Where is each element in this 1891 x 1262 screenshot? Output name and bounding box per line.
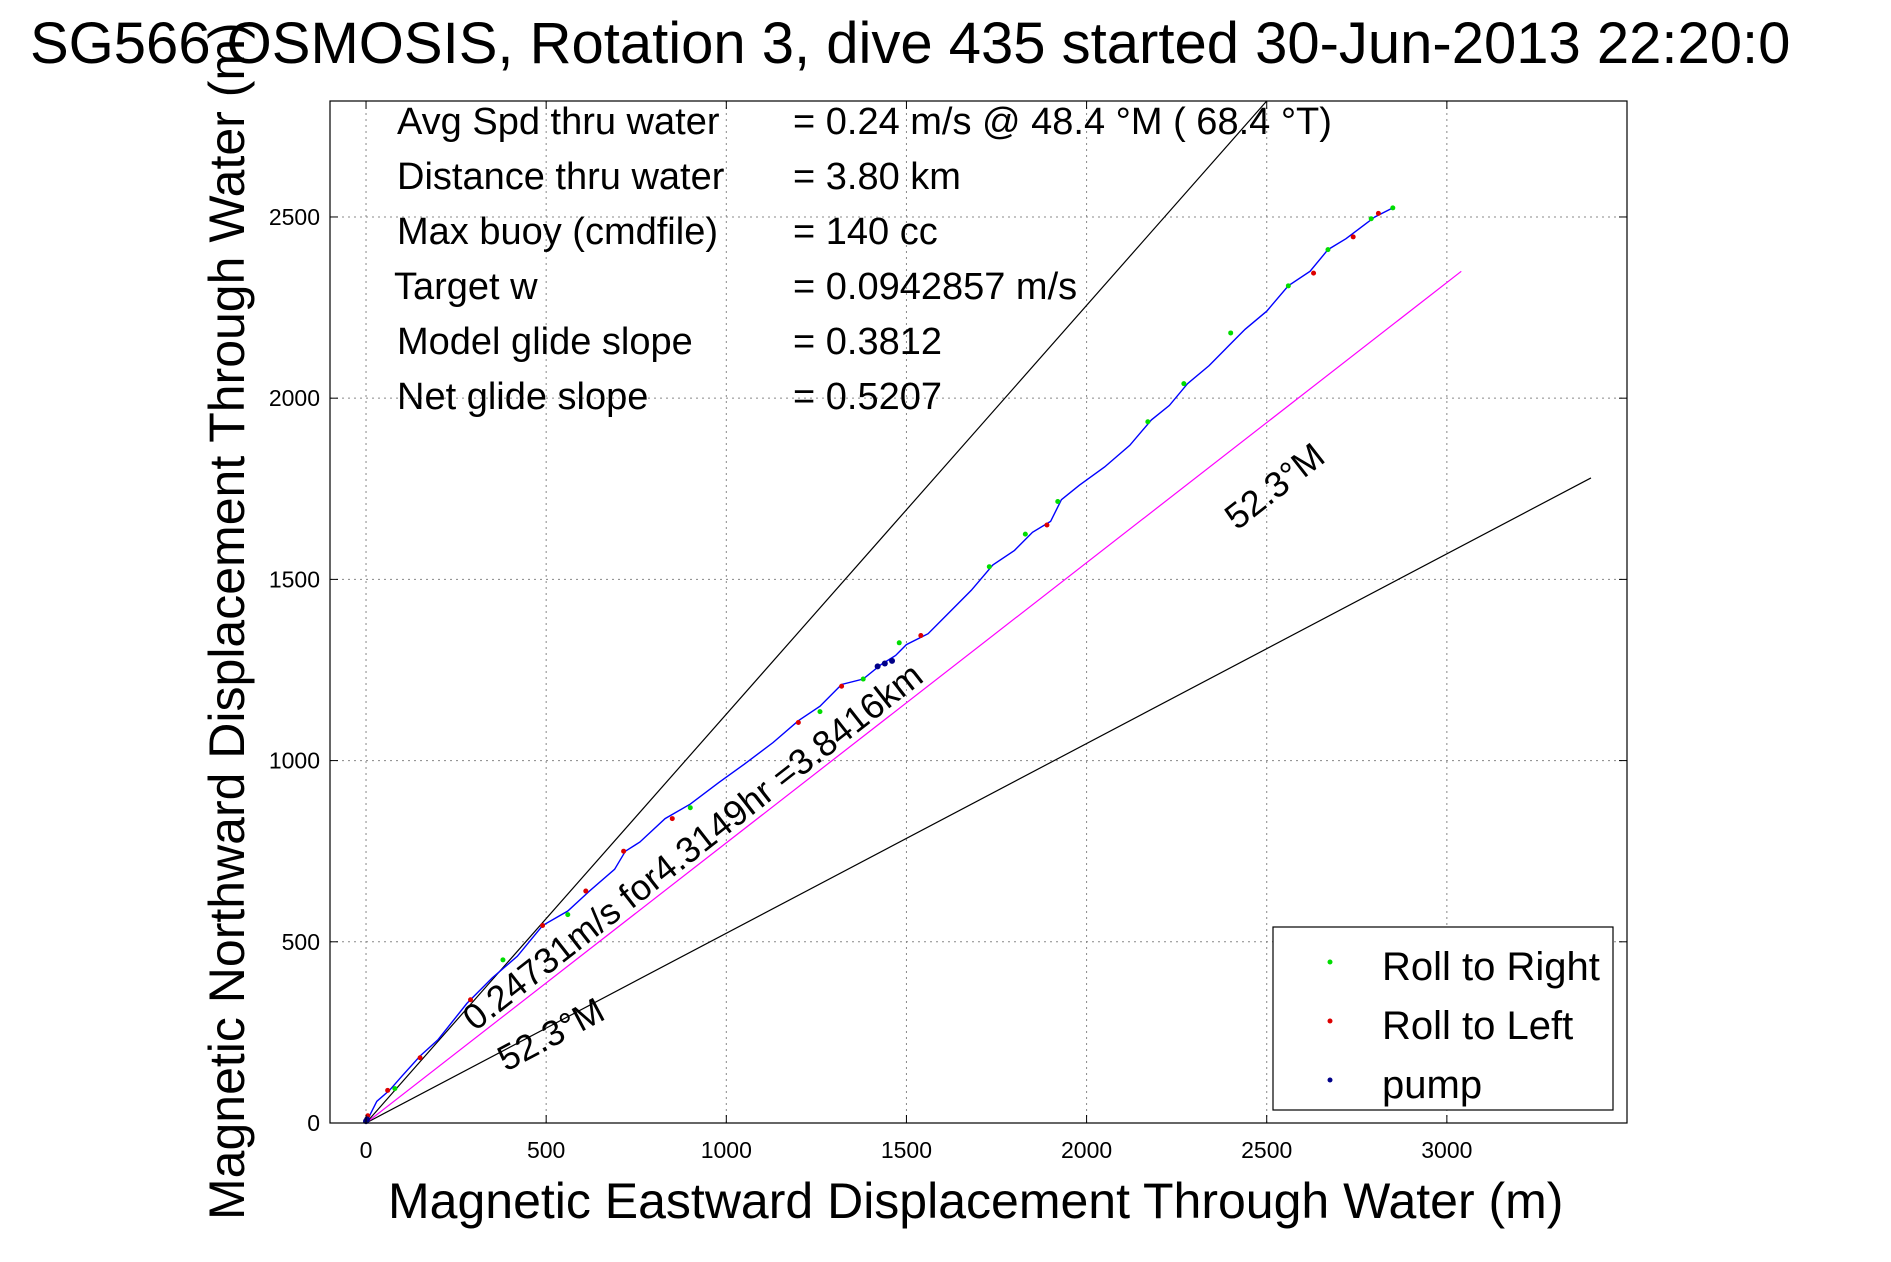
y-tick-label: 1000 (269, 748, 320, 774)
upper-heading-label: 52.3°M (1217, 435, 1332, 538)
stat-value: = 140 cc (793, 211, 938, 253)
point-roll-to-right (687, 805, 693, 811)
point-roll-to-left (417, 1055, 423, 1061)
x-tick-label: 2500 (1241, 1137, 1292, 1163)
reference-line-lower (365, 477, 1592, 1124)
point-roll-to-left (1375, 210, 1381, 216)
point-roll-to-right (500, 957, 506, 963)
point-roll-to-right (1325, 247, 1331, 253)
stat-label: Model glide slope (397, 321, 693, 363)
legend-marker (1327, 959, 1333, 965)
legend: Roll to Right Roll to Left pump (1272, 926, 1614, 1111)
stat-value: = 0.24 m/s @ 48.4 °M ( 68.4 °T) (793, 101, 1332, 143)
legend-marker (1327, 1077, 1333, 1083)
x-tick-label: 500 (527, 1137, 565, 1163)
point-roll-to-right (1055, 498, 1061, 504)
point-roll-to-right (565, 912, 571, 918)
x-tick-label: 1000 (701, 1137, 752, 1163)
x-tick-label: 0 (360, 1137, 373, 1163)
point-roll-to-right (896, 640, 902, 646)
point-pump (881, 660, 888, 667)
stat-label: Distance thru water (397, 156, 725, 198)
stat-value: = 0.5207 (793, 376, 942, 418)
x-tick-label: 2000 (1061, 1137, 1112, 1163)
point-roll-to-left (1044, 522, 1050, 528)
point-roll-to-right (392, 1086, 398, 1092)
y-tick-label: 1500 (269, 566, 320, 592)
point-roll-to-left (1311, 270, 1317, 276)
point-roll-to-right (1022, 531, 1028, 537)
stat-value: = 0.3812 (793, 321, 942, 363)
stat-label: Net glide slope (397, 376, 648, 418)
point-roll-to-left (385, 1087, 391, 1093)
track-line (365, 207, 1394, 1124)
y-tick-label: 0 (307, 1110, 320, 1136)
y-axis-label: Magnetic Northward Displacement Through … (199, 22, 255, 1220)
stat-value: = 3.80 km (793, 156, 961, 198)
legend-entry: Roll to Left (1382, 1004, 1573, 1048)
stats-block: Avg Spd thru water = 0.24 m/s @ 48.4 °M (… (394, 101, 1332, 418)
point-roll-to-right (1390, 205, 1396, 211)
x-axis-label: Magnetic Eastward Displacement Through W… (388, 1173, 1564, 1229)
point-roll-to-right (1145, 419, 1151, 425)
point-roll-to-right (860, 676, 866, 682)
point-roll-to-right (1368, 216, 1374, 222)
point-roll-to-left (918, 633, 924, 639)
reference-line-heading (365, 270, 1462, 1124)
point-roll-to-left (1350, 234, 1356, 240)
y-tick-label: 2500 (269, 204, 320, 230)
course-label: 0.24731m/s for4.3149hr =3.8416km (455, 654, 931, 1038)
stat-label: Avg Spd thru water (397, 101, 720, 143)
point-pump (889, 657, 896, 664)
marker-points (363, 205, 1396, 1125)
point-roll-to-right (1285, 283, 1291, 289)
y-tick-label: 500 (282, 929, 320, 955)
point-pump (364, 1116, 371, 1123)
reference-line-upper (365, 100, 1268, 1124)
point-pump (874, 663, 881, 670)
point-roll-to-right (1228, 330, 1234, 336)
tick-labels: 0 500 1000 1500 2000 2500 3000 0 500 1000 1500 2000… (269, 101, 1627, 1163)
point-roll-to-right (986, 564, 992, 570)
reference-lines (365, 100, 1592, 1124)
legend-marker (1327, 1018, 1333, 1024)
legend-entry: Roll to Right (1382, 945, 1600, 989)
point-roll-to-left (540, 922, 546, 928)
point-roll-to-right (817, 709, 823, 715)
x-tick-label: 3000 (1421, 1137, 1472, 1163)
point-roll-to-left (839, 683, 845, 689)
point-roll-to-right (1181, 381, 1187, 387)
y-tick-label: 2000 (269, 385, 320, 411)
point-roll-to-left (583, 888, 589, 894)
plot-frame (329, 100, 1628, 1124)
point-roll-to-left (468, 997, 474, 1003)
point-roll-to-left (621, 848, 627, 854)
chart-title: SG566 OSMOSIS, Rotation 3, dive 435 star… (30, 11, 1791, 76)
stat-value: = 0.0942857 m/s (793, 266, 1077, 308)
stat-label: Max buoy (cmdfile) (397, 211, 718, 253)
point-roll-to-left (669, 816, 675, 822)
stat-label: Target w (394, 266, 538, 308)
point-roll-to-left (795, 720, 801, 726)
legend-entry: pump (1382, 1063, 1482, 1107)
x-tick-label: 1500 (881, 1137, 932, 1163)
